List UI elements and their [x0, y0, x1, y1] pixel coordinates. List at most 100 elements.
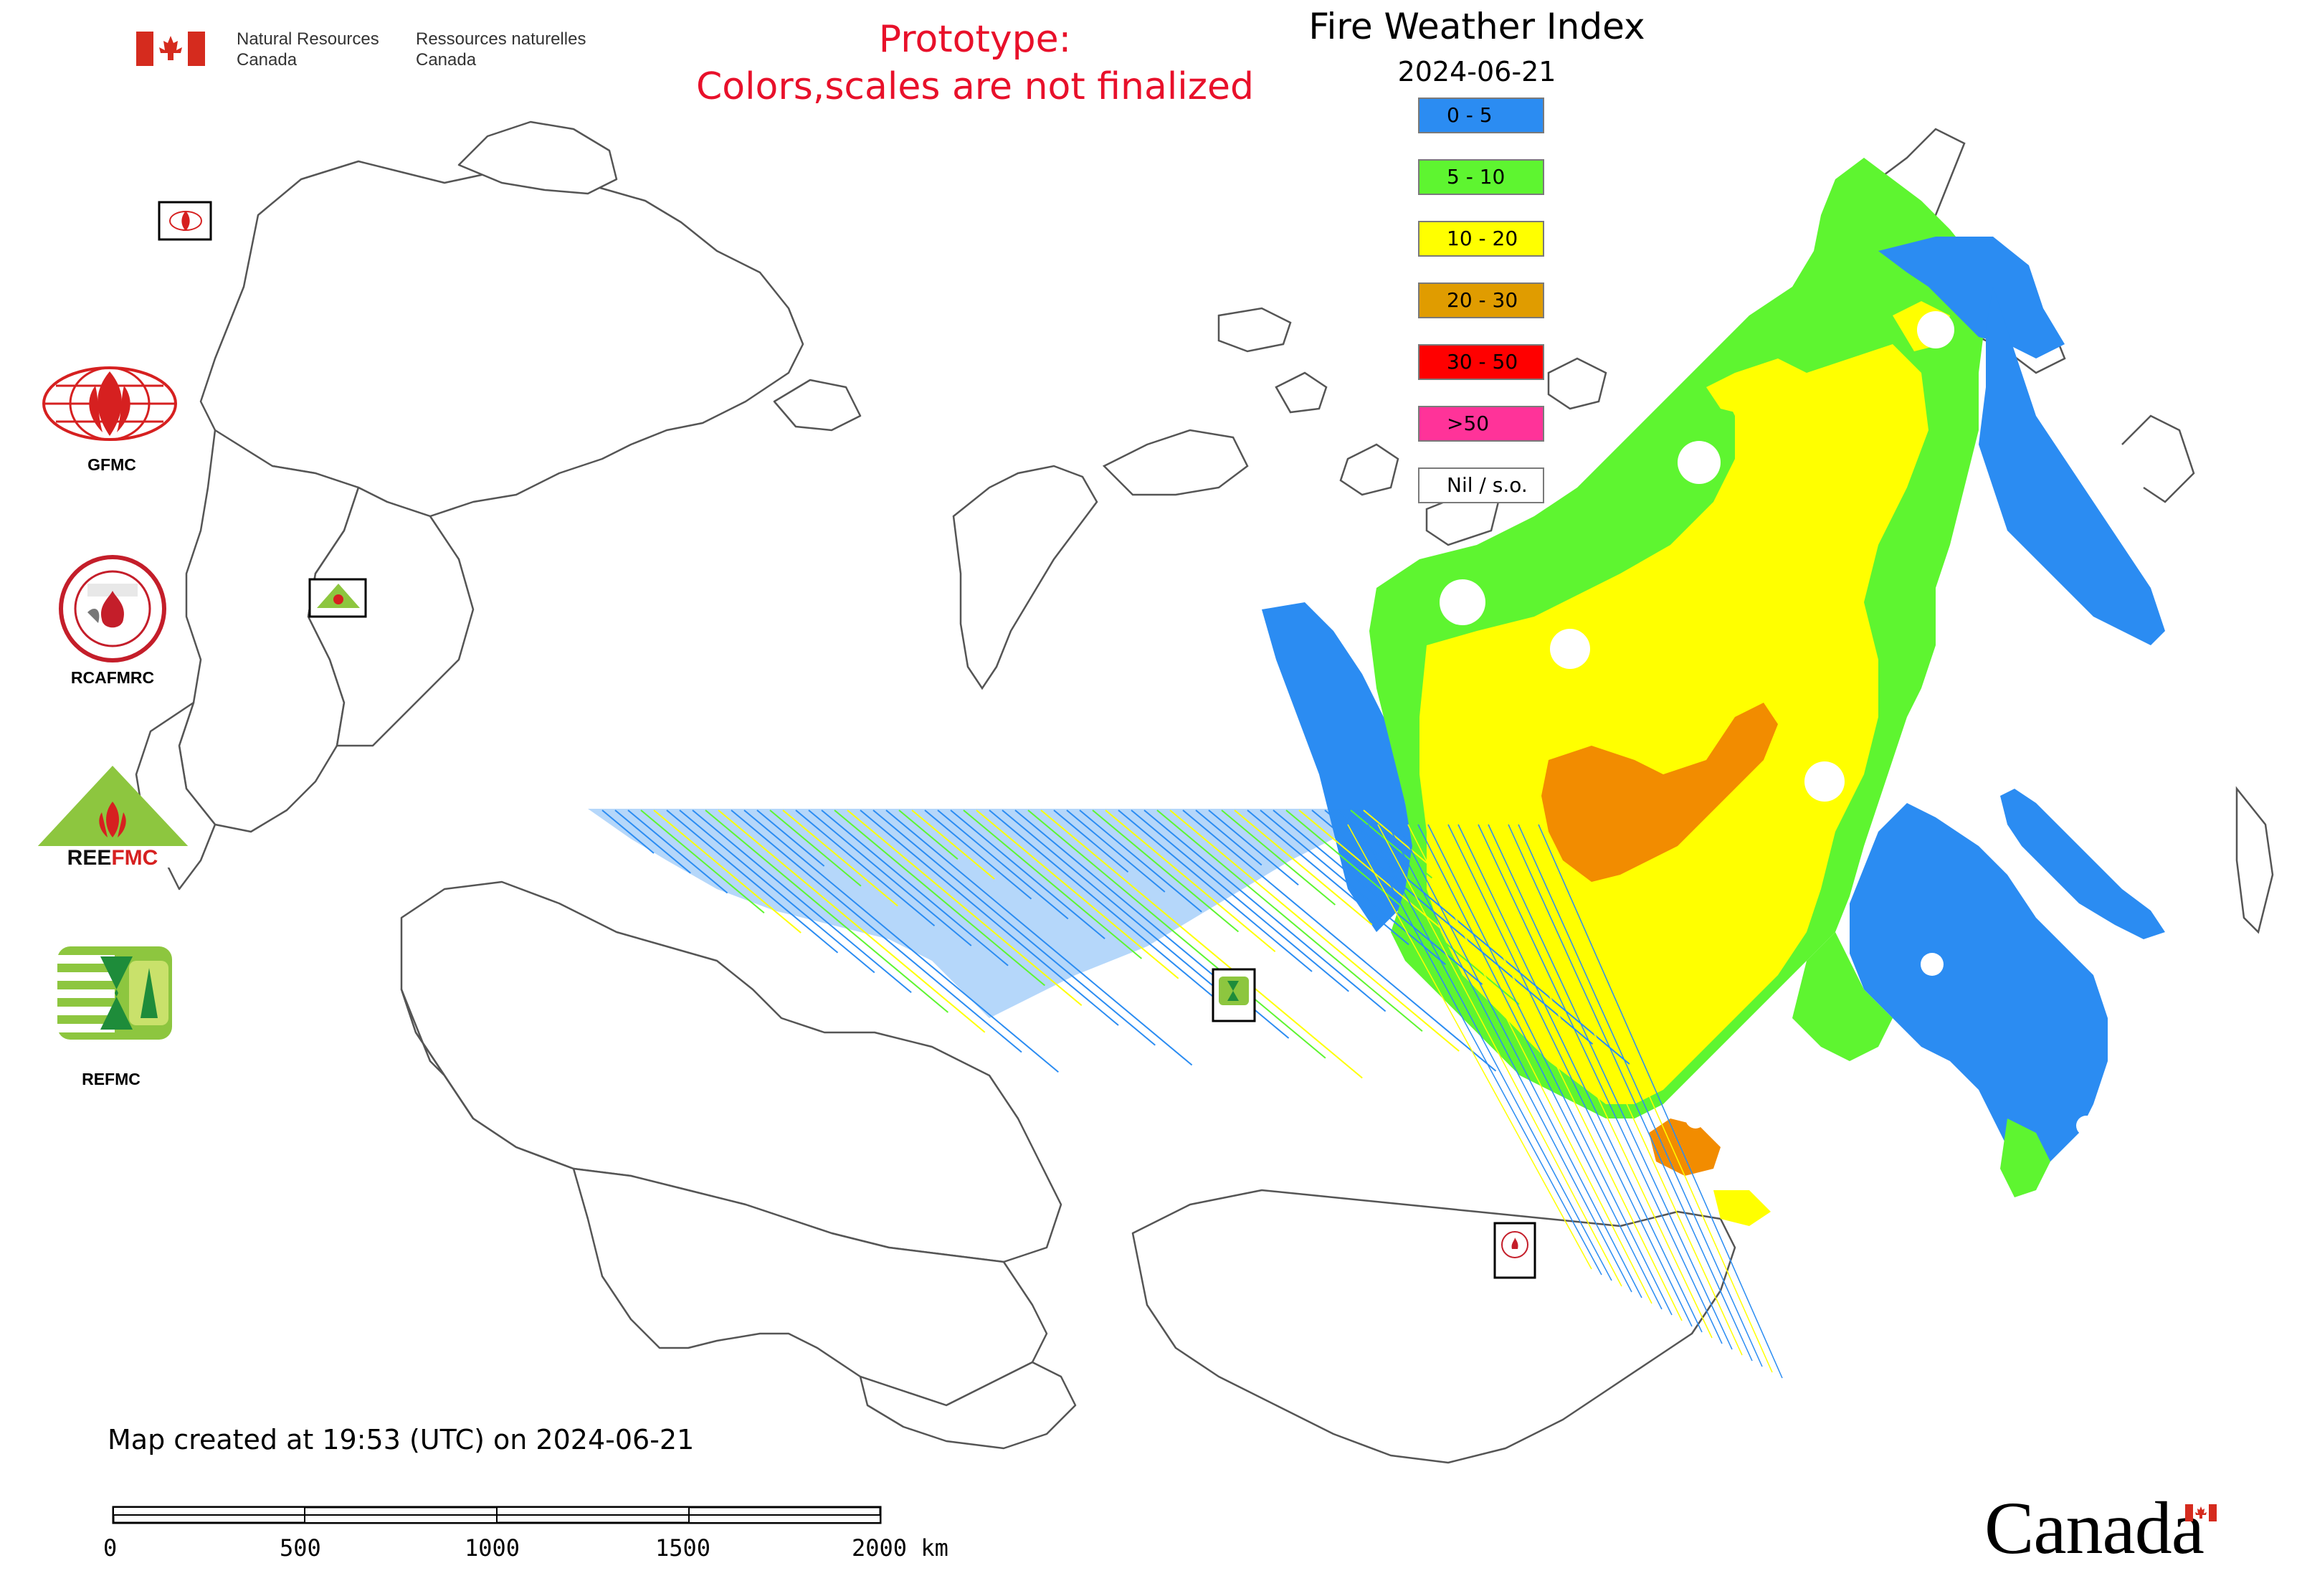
logo-label-gfmc: GFMC [87, 455, 136, 474]
wordmark-flag-icon [2185, 1504, 2217, 1521]
streak-line [1417, 824, 1663, 1310]
streak-line [1518, 824, 1763, 1367]
station-marker-rcafmrc [1500, 1227, 1530, 1272]
legend-item: 5 - 10 [1418, 159, 1544, 195]
streak-line [1195, 809, 1262, 866]
streak-line [1066, 809, 1166, 893]
scale-label-2000: 2000 km [852, 1534, 948, 1562]
streak-line [808, 809, 972, 946]
streak-line [1079, 809, 1202, 913]
streak-line [1397, 824, 1642, 1298]
streak-line [1538, 824, 1783, 1379]
streak-line [705, 809, 949, 1013]
streak-line [963, 809, 1143, 959]
map-created-text: Map created at 19:53 (UTC) on 2024-06-21 [108, 1424, 695, 1455]
arctic-islands [952, 307, 1607, 690]
streak-line [1478, 824, 1723, 1344]
streak-line [1508, 824, 1753, 1362]
streak-line [1488, 824, 1733, 1350]
scale-bar [112, 1506, 882, 1524]
streak-line [911, 809, 995, 880]
streak-line [1208, 809, 1299, 886]
streak-line [1040, 809, 1363, 1079]
gfmc-globe-flame-icon [42, 364, 178, 443]
admin-boundaries [135, 120, 1736, 1464]
streak-line [1156, 809, 1423, 1032]
streak-line [821, 809, 1009, 966]
streak-line [640, 809, 765, 914]
logo-label-rcafmrc: RCAFMRC [70, 668, 155, 687]
streak-line [731, 809, 1022, 1053]
station-marker-refmc [1217, 975, 1250, 1015]
legend-title: Fire Weather Index [1308, 6, 1645, 47]
streak-line [1221, 809, 1336, 906]
streak-line [718, 809, 986, 1033]
streak-line [1260, 809, 1446, 966]
streak-line [1468, 824, 1713, 1339]
streak-line [782, 809, 898, 907]
streak-line [1337, 809, 1396, 859]
rcafmrc-seal-icon [59, 555, 166, 662]
streak-line [743, 809, 1059, 1073]
station-marker-gfmc [166, 208, 205, 235]
streak-line [1311, 809, 1594, 1045]
streak-line [872, 809, 1156, 1046]
streak-line [1169, 809, 1460, 1052]
legend-item: 30 - 50 [1418, 344, 1544, 380]
streak-line [756, 809, 825, 867]
legend-item: 10 - 20 [1418, 221, 1544, 257]
streak-line [1182, 809, 1497, 1072]
logo-label-refmc: REFMC [82, 1070, 141, 1088]
streak-line [1131, 809, 1349, 992]
streak-line [679, 809, 875, 974]
streak-line [860, 809, 1119, 1026]
streak-line [885, 809, 1193, 1066]
streak-line [627, 809, 728, 894]
streak-line [1002, 809, 1252, 1020]
streak-line [976, 809, 1179, 979]
streak-line [1498, 824, 1743, 1356]
streak-line [898, 809, 959, 860]
streak-line [1437, 824, 1683, 1321]
streak-line [1053, 809, 1129, 873]
legend-item: 20 - 30 [1418, 282, 1544, 318]
streak-line [692, 809, 912, 994]
station-marker-reefmc [315, 582, 361, 614]
legend-item: Nil / s.o. [1418, 467, 1544, 503]
streak-line [1234, 809, 1373, 926]
scale-label-1000: 1000 [465, 1534, 520, 1562]
streak-line [1105, 809, 1276, 953]
org-name-fr: Ressources naturelles Canada [416, 29, 586, 70]
streak-line [1247, 809, 1409, 946]
org-name-en: Natural Resources Canada [237, 29, 379, 70]
streak-line [653, 809, 802, 934]
streak-line [666, 809, 839, 954]
reefmc-triangle-icon: REEFMC [36, 766, 190, 870]
legend-item: >50 [1418, 406, 1544, 442]
canada-wordmark: Canada [1984, 1487, 2205, 1569]
streak-line [769, 809, 862, 887]
streak-line [834, 809, 1046, 987]
streak-line [1367, 824, 1612, 1281]
streak-line [950, 809, 1105, 940]
streak-line [1324, 809, 1630, 1065]
scale-label-0: 0 [103, 1534, 118, 1562]
streak-line [601, 809, 655, 854]
streak-line [1118, 809, 1313, 972]
svg-text:REEFMC: REEFMC [67, 846, 158, 870]
streak-line [1092, 809, 1240, 933]
scale-label-500: 500 [280, 1534, 321, 1562]
streak-line [1528, 824, 1773, 1373]
streak-line [614, 809, 691, 874]
streak-line [937, 809, 1069, 920]
prototype-notice: Prototype: Colors,scales are not finaliz… [695, 18, 1255, 108]
streak-line [1027, 809, 1326, 1059]
streak-line [989, 809, 1216, 999]
scale-label-1500: 1500 [655, 1534, 711, 1562]
streak-line [1387, 824, 1632, 1293]
streak-line [795, 809, 936, 927]
streak-line [1350, 809, 1433, 879]
streak-line [1357, 824, 1602, 1276]
streak-line [1377, 824, 1622, 1287]
